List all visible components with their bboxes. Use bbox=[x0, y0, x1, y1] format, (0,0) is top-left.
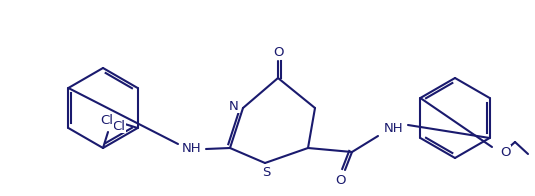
Text: S: S bbox=[262, 166, 270, 180]
Text: O: O bbox=[500, 145, 510, 159]
Text: NH: NH bbox=[384, 122, 404, 134]
Text: Cl: Cl bbox=[101, 113, 113, 126]
Text: N: N bbox=[230, 100, 239, 113]
Text: Cl: Cl bbox=[112, 120, 125, 132]
Text: O: O bbox=[273, 45, 283, 58]
Text: NH: NH bbox=[182, 142, 202, 154]
Text: O: O bbox=[335, 173, 345, 187]
